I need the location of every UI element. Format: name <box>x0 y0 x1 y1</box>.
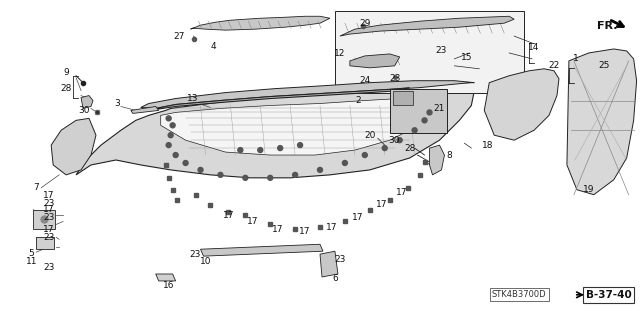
Text: 17: 17 <box>223 211 234 220</box>
Circle shape <box>397 138 402 143</box>
Text: 23: 23 <box>190 250 201 259</box>
Polygon shape <box>81 96 93 108</box>
Text: STK4B3700D: STK4B3700D <box>492 290 547 299</box>
Polygon shape <box>320 251 338 277</box>
Text: 30: 30 <box>78 106 90 115</box>
Text: FR.: FR. <box>596 21 618 31</box>
Text: 15: 15 <box>461 53 472 63</box>
Text: 23: 23 <box>389 74 401 83</box>
Circle shape <box>342 160 348 166</box>
Circle shape <box>218 172 223 177</box>
Polygon shape <box>340 16 514 36</box>
Text: 8: 8 <box>447 151 452 160</box>
Circle shape <box>362 152 367 158</box>
Text: 3: 3 <box>114 99 120 108</box>
Polygon shape <box>567 49 637 195</box>
Polygon shape <box>350 54 399 68</box>
Circle shape <box>427 110 432 115</box>
Text: 27: 27 <box>173 32 184 41</box>
Text: B-37-40: B-37-40 <box>586 290 632 300</box>
Text: 28: 28 <box>404 144 415 152</box>
Circle shape <box>173 152 178 158</box>
Text: 29: 29 <box>359 19 371 28</box>
Circle shape <box>268 175 273 180</box>
Bar <box>393 91 413 106</box>
Polygon shape <box>51 118 96 175</box>
Bar <box>33 210 55 229</box>
Text: 17: 17 <box>300 227 311 236</box>
Circle shape <box>168 133 173 138</box>
Circle shape <box>412 128 417 133</box>
Text: 7: 7 <box>33 183 39 192</box>
Text: 23: 23 <box>44 233 55 242</box>
Circle shape <box>166 116 171 121</box>
Circle shape <box>183 160 188 166</box>
Text: 17: 17 <box>273 225 284 234</box>
Polygon shape <box>191 16 330 30</box>
Circle shape <box>278 145 283 151</box>
Text: 13: 13 <box>187 94 198 103</box>
Circle shape <box>317 167 323 172</box>
Text: 10: 10 <box>200 256 211 266</box>
Text: 14: 14 <box>529 43 540 53</box>
Text: 23: 23 <box>44 199 55 208</box>
Bar <box>36 237 54 249</box>
Text: 25: 25 <box>598 61 609 70</box>
Text: 28: 28 <box>60 84 72 93</box>
Circle shape <box>258 148 263 152</box>
Text: 20: 20 <box>364 131 376 140</box>
Text: 17: 17 <box>396 188 408 197</box>
Circle shape <box>243 175 248 180</box>
Text: 12: 12 <box>334 49 346 58</box>
Text: 23: 23 <box>44 213 55 222</box>
Circle shape <box>170 123 175 128</box>
Polygon shape <box>156 274 175 281</box>
Circle shape <box>298 143 303 148</box>
Text: 4: 4 <box>211 42 216 51</box>
Bar <box>335 11 524 93</box>
Text: 22: 22 <box>548 61 559 70</box>
Circle shape <box>238 148 243 152</box>
Text: 23: 23 <box>44 263 55 271</box>
Text: 21: 21 <box>434 104 445 113</box>
Polygon shape <box>200 244 323 256</box>
Text: 24: 24 <box>359 76 371 85</box>
Text: 9: 9 <box>63 68 69 77</box>
Bar <box>390 89 447 133</box>
Polygon shape <box>148 88 410 110</box>
Text: 5: 5 <box>28 249 34 258</box>
Text: 30: 30 <box>388 136 399 145</box>
Text: 17: 17 <box>44 205 55 214</box>
Text: 2: 2 <box>355 96 361 105</box>
Text: 19: 19 <box>583 185 595 194</box>
Polygon shape <box>141 81 474 108</box>
Text: 18: 18 <box>481 141 493 150</box>
Text: 17: 17 <box>44 225 55 234</box>
Text: 16: 16 <box>163 281 175 290</box>
Text: 1: 1 <box>573 54 579 63</box>
Circle shape <box>292 172 298 177</box>
Circle shape <box>382 145 387 151</box>
Text: 23: 23 <box>334 255 346 263</box>
Polygon shape <box>131 107 159 114</box>
Text: 17: 17 <box>44 191 55 200</box>
Text: 11: 11 <box>26 256 37 266</box>
Polygon shape <box>161 98 444 155</box>
Polygon shape <box>76 81 474 178</box>
Text: 17: 17 <box>246 217 258 226</box>
Text: 6: 6 <box>332 274 338 284</box>
Text: 17: 17 <box>376 200 387 209</box>
Circle shape <box>166 143 171 148</box>
Text: 17: 17 <box>326 223 338 232</box>
Polygon shape <box>429 145 444 175</box>
Polygon shape <box>484 69 559 140</box>
Text: 23: 23 <box>436 47 447 56</box>
Text: 17: 17 <box>352 213 364 222</box>
Circle shape <box>422 118 427 123</box>
Circle shape <box>198 167 203 172</box>
